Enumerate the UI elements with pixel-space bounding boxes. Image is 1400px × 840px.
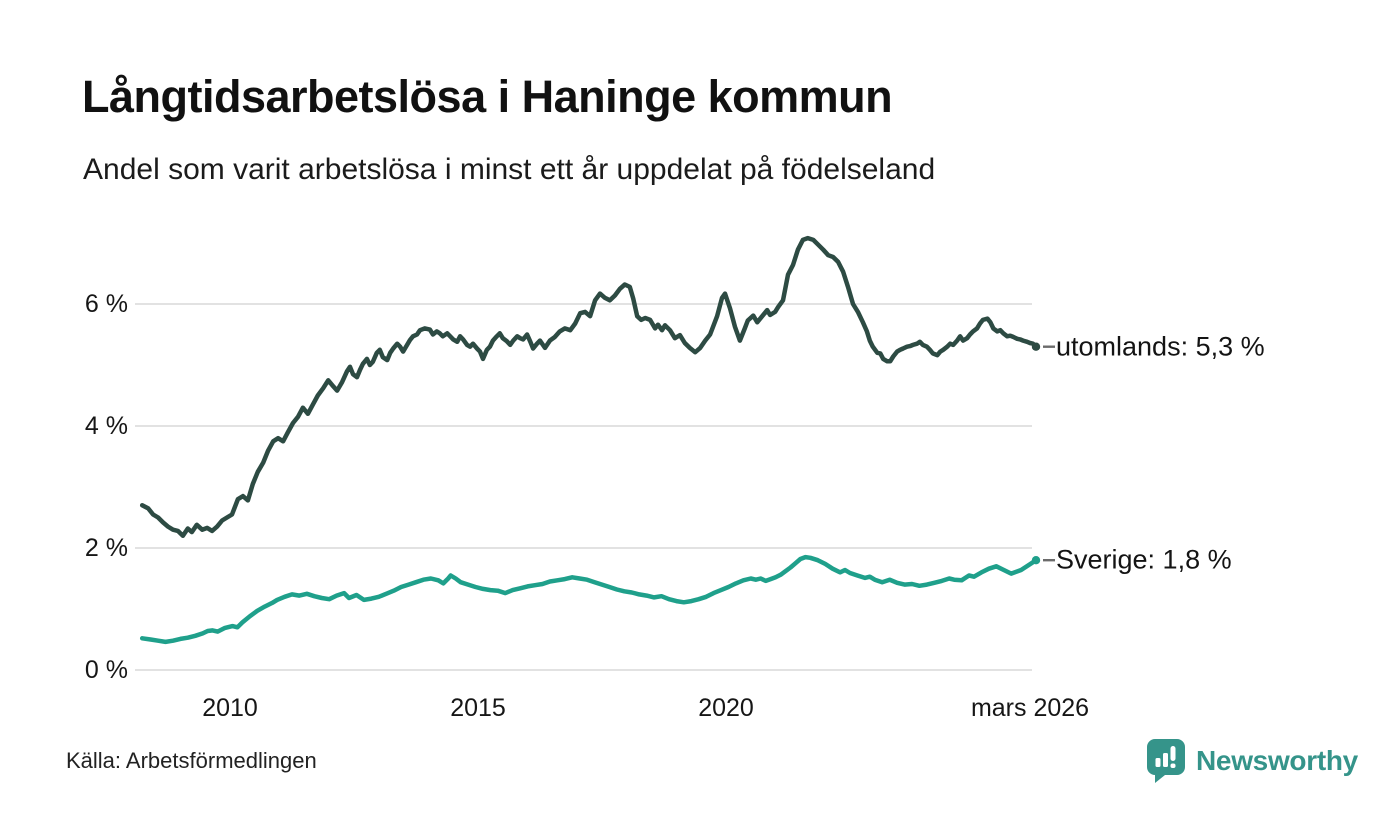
y-axis-tick-0: 0 % xyxy=(84,656,128,684)
series-label-sverige: Sverige: 1,8 % xyxy=(1056,544,1232,575)
x-axis-tick-2015: 2015 xyxy=(450,694,506,722)
source-note: Källa: Arbetsförmedlingen xyxy=(66,748,317,773)
x-axis-tick-2010: 2010 xyxy=(202,694,258,722)
y-axis-tick-6: 6 % xyxy=(84,290,128,318)
newsworthy-bubble-chart-icon xyxy=(1147,739,1185,783)
series-line-utomlands xyxy=(139,235,1039,539)
newsworthy-wordmark: Newsworthy xyxy=(1196,745,1358,776)
x-axis-tick-mars-2026: mars 2026 xyxy=(970,694,1090,722)
x-axis-tick-2020: 2020 xyxy=(698,694,754,722)
page-title: Långtidsarbetslösa i Haninge kommun xyxy=(82,71,893,122)
page-subtitle: Andel som varit arbetslösa i minst ett å… xyxy=(83,153,936,186)
newsworthy-logo: Newsworthy xyxy=(1146,738,1358,784)
series-label-utomlands: utomlands: 5,3 % xyxy=(1056,331,1265,362)
series-end-dot-sverige xyxy=(1031,556,1041,565)
y-axis-tick-2: 2 % xyxy=(84,534,128,562)
series-line-sverige xyxy=(139,554,1039,645)
y-axis-tick-4: 4 % xyxy=(84,412,128,440)
series-end-dot-utomlands xyxy=(1031,342,1041,351)
